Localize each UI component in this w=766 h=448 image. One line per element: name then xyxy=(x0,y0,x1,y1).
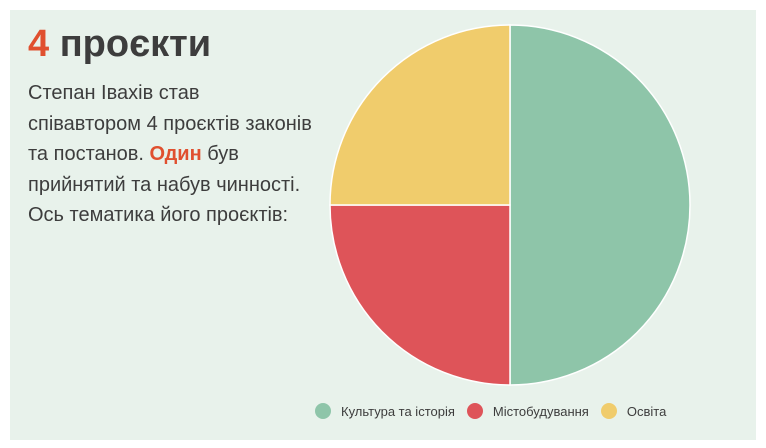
legend-dot xyxy=(600,403,617,419)
legend-label: Освіта xyxy=(626,403,667,419)
legend-item-0[interactable]: Культура та історія xyxy=(315,403,455,419)
heading: 4 проєкти xyxy=(28,22,211,66)
infographic-card: 4 проєкти Степан Івахів став співавтором… xyxy=(10,10,756,440)
legend-label: Культура та історія xyxy=(341,403,455,419)
description-part1: Степан Івахів став співавтором 4 проєкті… xyxy=(28,82,312,165)
description: Степан Івахів став співавтором 4 проєкті… xyxy=(28,78,313,231)
chart-legend: Культура та історія Містобудування Освіта xyxy=(315,403,678,419)
heading-word: проєкти xyxy=(59,23,212,65)
pie-slice-2 xyxy=(329,24,511,206)
pie-slice-1 xyxy=(329,204,511,386)
description-highlight: Один xyxy=(149,143,202,165)
pie-chart xyxy=(329,24,691,386)
project-count: 4 xyxy=(28,23,50,65)
legend-item-1[interactable]: Містобудування xyxy=(466,403,589,419)
description-part2: був прийнятий та набув чинності. Ось тем… xyxy=(28,143,301,226)
legend-dot xyxy=(315,403,331,419)
legend-label: Містобудування xyxy=(492,403,589,419)
pie-slice-0 xyxy=(509,24,691,386)
legend-item-2[interactable]: Освіта xyxy=(600,403,667,419)
legend-dot xyxy=(466,403,483,419)
